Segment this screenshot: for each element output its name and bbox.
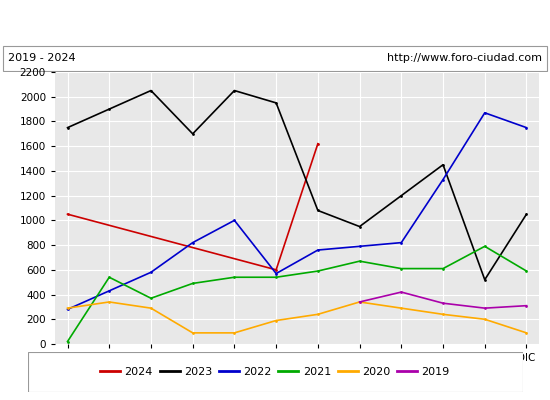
Text: Evolucion Nº Turistas Nacionales en el municipio de Ataun: Evolucion Nº Turistas Nacionales en el m… xyxy=(25,14,525,30)
Text: 2019 - 2024: 2019 - 2024 xyxy=(8,53,76,63)
Text: http://www.foro-ciudad.com: http://www.foro-ciudad.com xyxy=(387,53,542,63)
Legend: 2024, 2023, 2022, 2021, 2020, 2019: 2024, 2023, 2022, 2021, 2020, 2019 xyxy=(96,362,454,382)
FancyBboxPatch shape xyxy=(3,46,547,70)
FancyBboxPatch shape xyxy=(28,352,522,392)
